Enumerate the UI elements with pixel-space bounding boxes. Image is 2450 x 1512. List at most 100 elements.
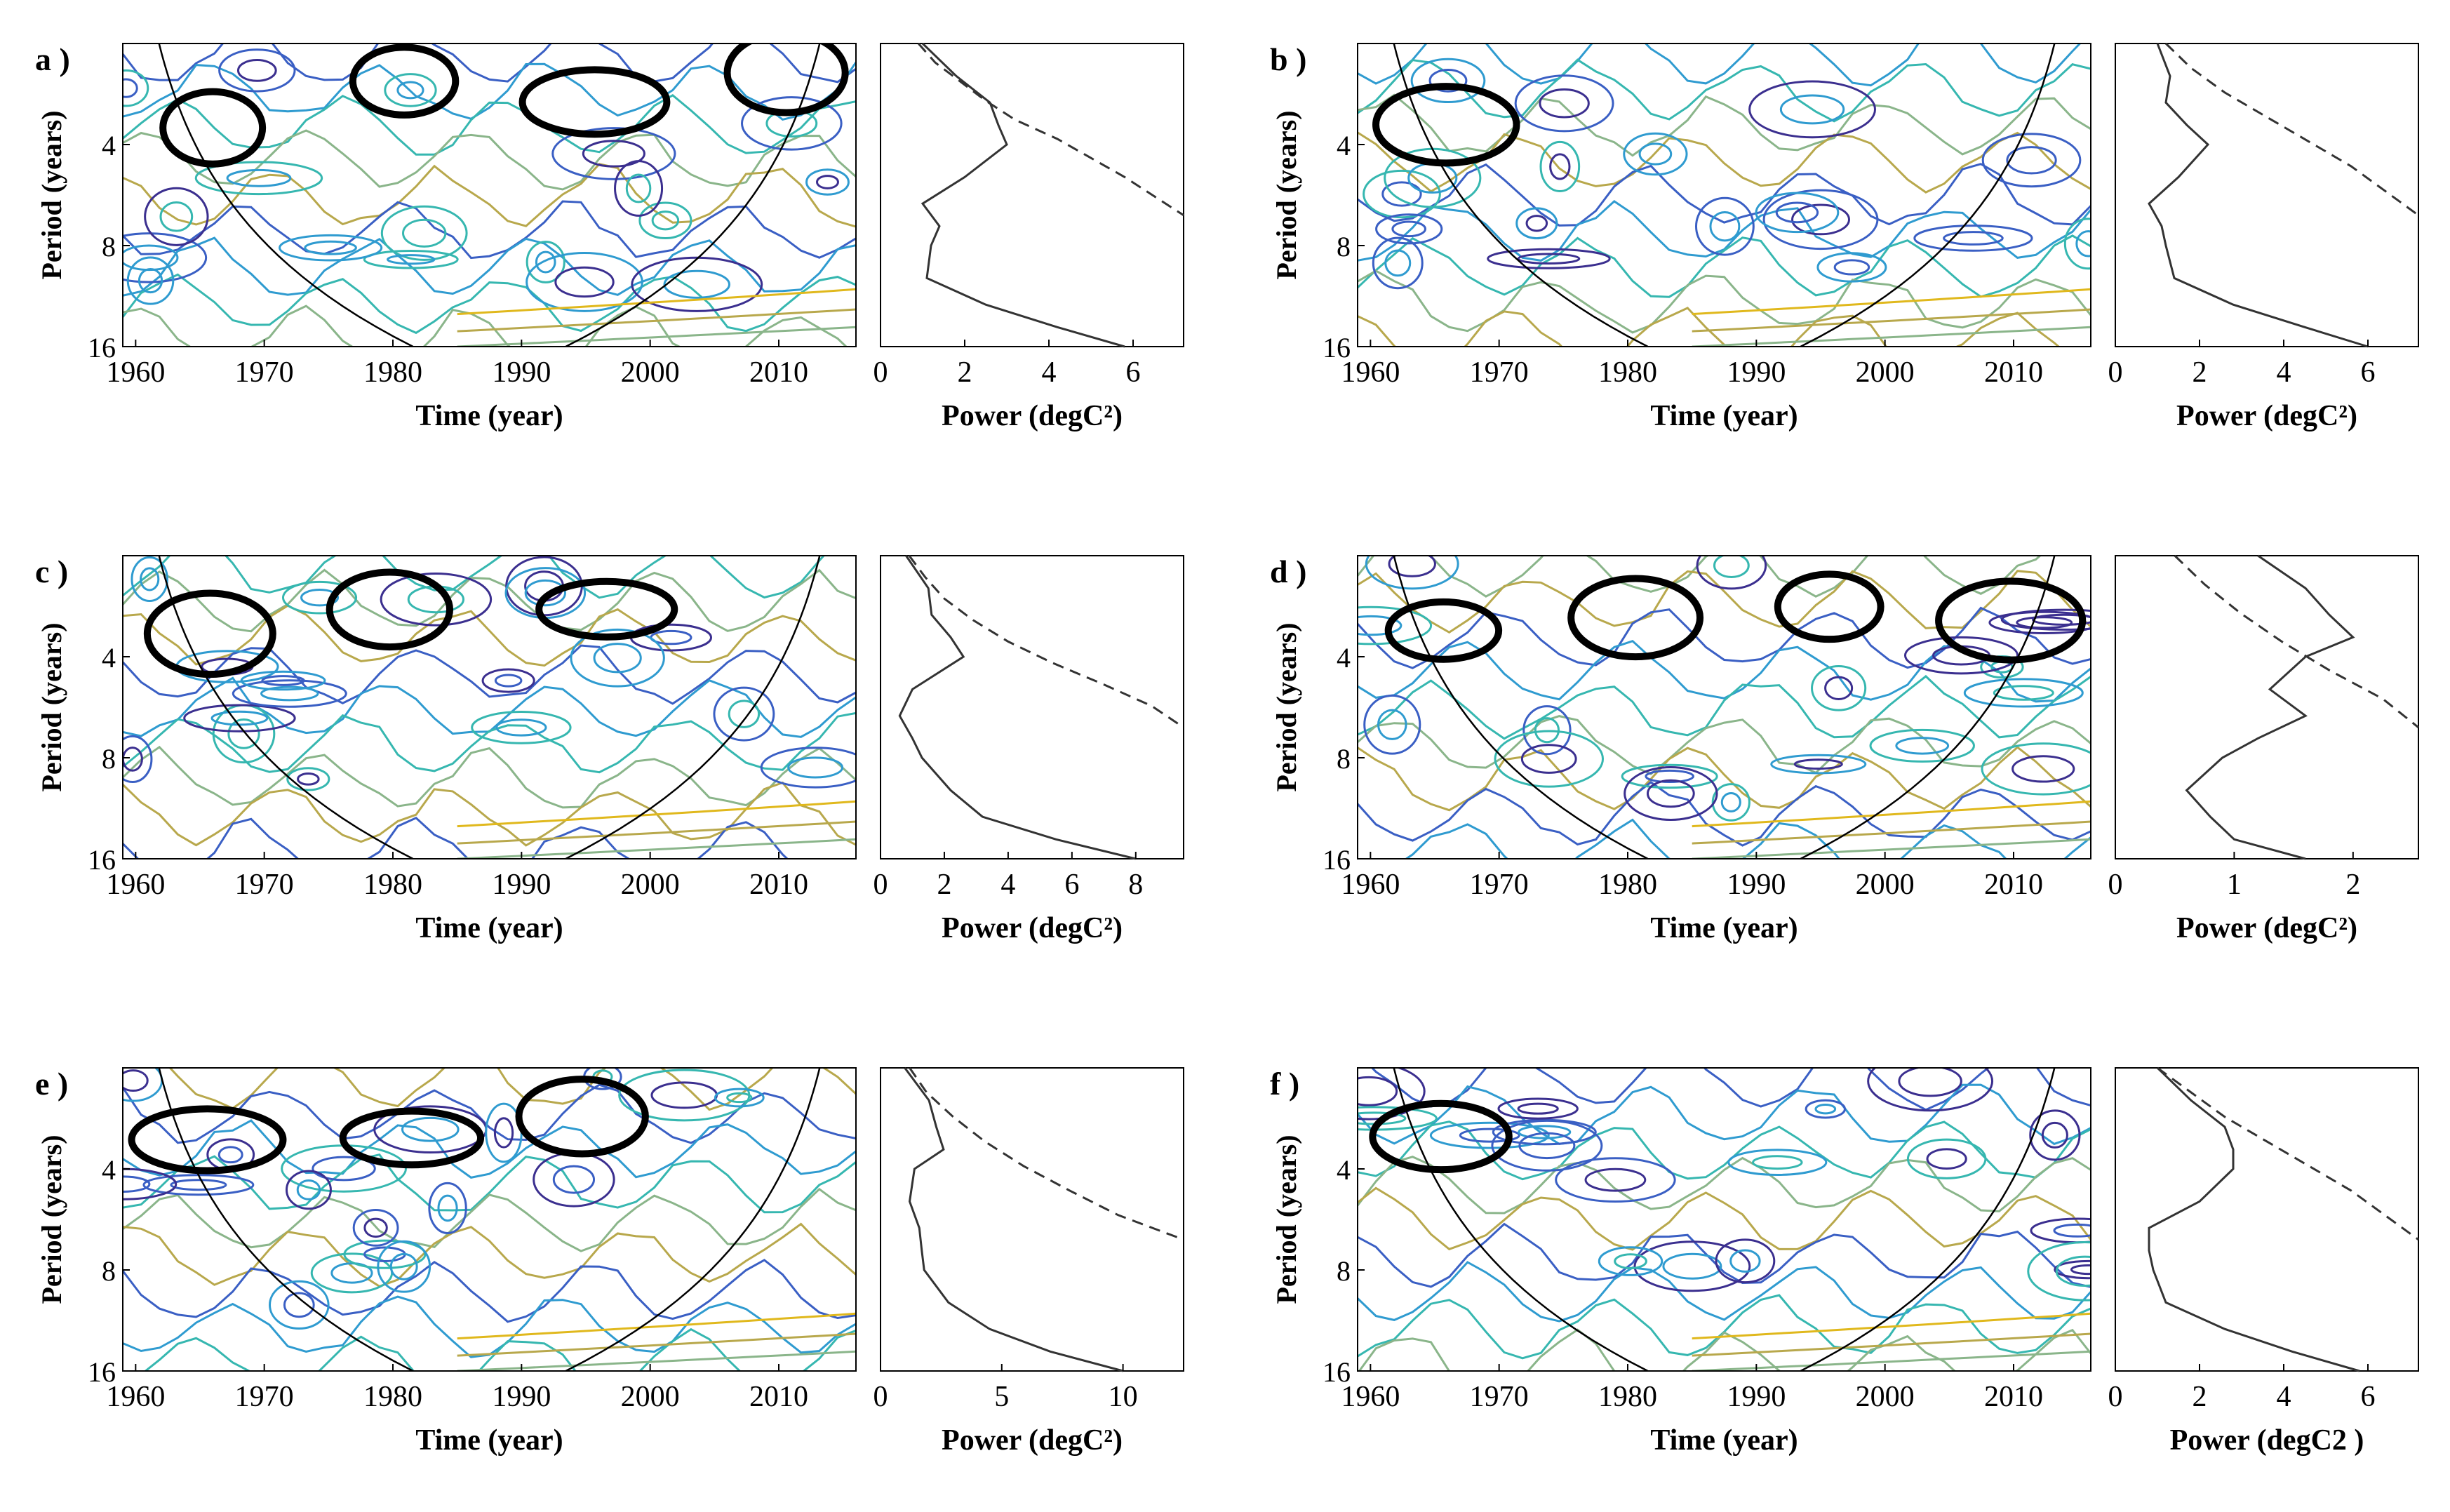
x-axis-label: Time (year)	[1650, 1424, 1798, 1457]
contour-loop	[269, 1280, 330, 1330]
x-axis-label: Time (year)	[415, 400, 563, 432]
y-axis-label: Period (years)	[36, 110, 67, 279]
x-tick-label: 1970	[235, 356, 294, 389]
contour-loop	[1525, 215, 1548, 232]
power-frame	[880, 555, 1184, 859]
x-tick-label: 1970	[1470, 356, 1529, 389]
contour-line	[1358, 715, 2091, 775]
contour-line	[123, 129, 856, 191]
power-x-axis-label: Power (degC²)	[942, 400, 1123, 432]
contour-loop	[218, 48, 296, 93]
panel-a: a ) 4 8 16 Period (years) 1960 1970 1980 1990 200…	[35, 41, 1184, 432]
contour-line	[123, 163, 856, 228]
contour-loop	[787, 756, 844, 779]
global-power-line	[2185, 554, 2355, 860]
contour-line	[123, 305, 848, 347]
x-axis-label: Time (year)	[415, 912, 563, 944]
significance-contour	[1774, 570, 1885, 643]
contour-loop	[1624, 766, 1718, 821]
y-tick-label: 16	[1323, 1356, 1351, 1388]
contour-loop	[1814, 1103, 1837, 1115]
contour-loop	[1775, 201, 1819, 224]
cone-of-influence	[1393, 44, 1649, 347]
panel-c: c ) 4 8 16 Period (years) 1960 1970 1980 1990 200…	[35, 554, 1184, 944]
wavelet-contours	[1358, 556, 2091, 859]
wavelet-frame	[122, 1067, 857, 1372]
contour-loop	[138, 268, 163, 294]
wavelet-contours	[123, 556, 856, 859]
cone-of-influence	[158, 556, 414, 859]
contour-loop	[1913, 225, 2033, 252]
y-tick-label: 4	[102, 130, 116, 161]
x-tick-label: 1990	[1727, 1381, 1786, 1413]
contour-line-warm	[457, 1332, 856, 1357]
x-tick-label: 1960	[106, 356, 165, 389]
contour-loop	[1518, 1132, 1576, 1160]
contour-line	[123, 568, 856, 633]
contour-loop	[2027, 1240, 2091, 1302]
contour-loop	[1943, 231, 2004, 246]
contour-line	[1358, 234, 2091, 298]
significance-contour	[326, 568, 454, 651]
wavelet-frame	[122, 43, 857, 347]
contour-loop	[1869, 728, 1975, 763]
y-tick-label: 16	[88, 1356, 116, 1388]
x-tick-label: 1980	[363, 1381, 422, 1413]
significance-contour	[1384, 598, 1503, 663]
significance-line	[2164, 42, 2419, 217]
global-power-line	[898, 555, 1137, 860]
power-x-tick-label: 0	[2108, 1381, 2123, 1413]
contour-loop	[1365, 556, 1459, 590]
x-tick-label: 2000	[1856, 869, 1915, 901]
contour-loop	[1429, 1121, 1550, 1149]
contour-loop	[377, 1240, 431, 1293]
contour-loop	[1515, 207, 1558, 240]
contour-loop	[629, 623, 713, 652]
power-frame	[880, 43, 1184, 347]
x-tick-label: 1960	[1341, 356, 1400, 389]
contour-loop	[123, 735, 153, 784]
contour-line	[123, 604, 856, 667]
contour-line	[123, 1222, 856, 1288]
contour-loop	[142, 1174, 255, 1196]
power-x-tick-label: 2	[958, 356, 972, 389]
contour-loop	[312, 1156, 376, 1182]
contour-loop	[526, 252, 643, 312]
y-axis-label: Period (years)	[36, 1135, 67, 1304]
contour-loop	[1598, 1246, 1664, 1276]
contour-loop	[1791, 203, 1850, 236]
contour-loop	[1770, 754, 1867, 775]
cone-of-influence	[1800, 1068, 2056, 1371]
x-tick-label: 1980	[1598, 356, 1657, 389]
contour-loop	[625, 173, 652, 203]
contour-loop	[343, 1239, 427, 1269]
contour-loop	[210, 710, 269, 726]
x-tick-label: 1980	[363, 869, 422, 901]
wavelet-contours	[123, 44, 856, 347]
power-x-axis-label: Power (degC²)	[942, 1424, 1123, 1457]
power-x-tick-label: 6	[2361, 356, 2376, 389]
x-tick-label: 1960	[1341, 869, 1400, 901]
contour-line	[1358, 58, 2091, 123]
contour-loop	[1645, 769, 1694, 784]
contour-line	[143, 1327, 856, 1371]
y-tick-label: 4	[1337, 642, 1351, 674]
contour-line-warm	[1692, 838, 2091, 859]
contour-loop	[1358, 615, 1403, 636]
panel-d: d ) 4 8 16 Period (years) 1960 1970 1980 1990 200…	[1270, 554, 2419, 944]
contour-line	[123, 236, 856, 297]
contour-loop	[240, 670, 326, 691]
x-tick-label: 1960	[106, 1381, 165, 1413]
contour-loop	[1384, 147, 1482, 208]
contour-loop	[1981, 133, 2082, 188]
contour-line	[1358, 640, 2091, 703]
x-tick-label: 1990	[492, 1381, 551, 1413]
contour-line	[1358, 1156, 2091, 1215]
x-tick-label: 2010	[1984, 356, 2043, 389]
contour-loop	[1428, 69, 1468, 93]
contour-loop	[1906, 1138, 1987, 1179]
power-x-tick-label: 8	[1128, 869, 1143, 901]
contour-loop	[1358, 1068, 1426, 1120]
contour-line	[123, 644, 856, 705]
contour-loop	[1391, 220, 1427, 238]
